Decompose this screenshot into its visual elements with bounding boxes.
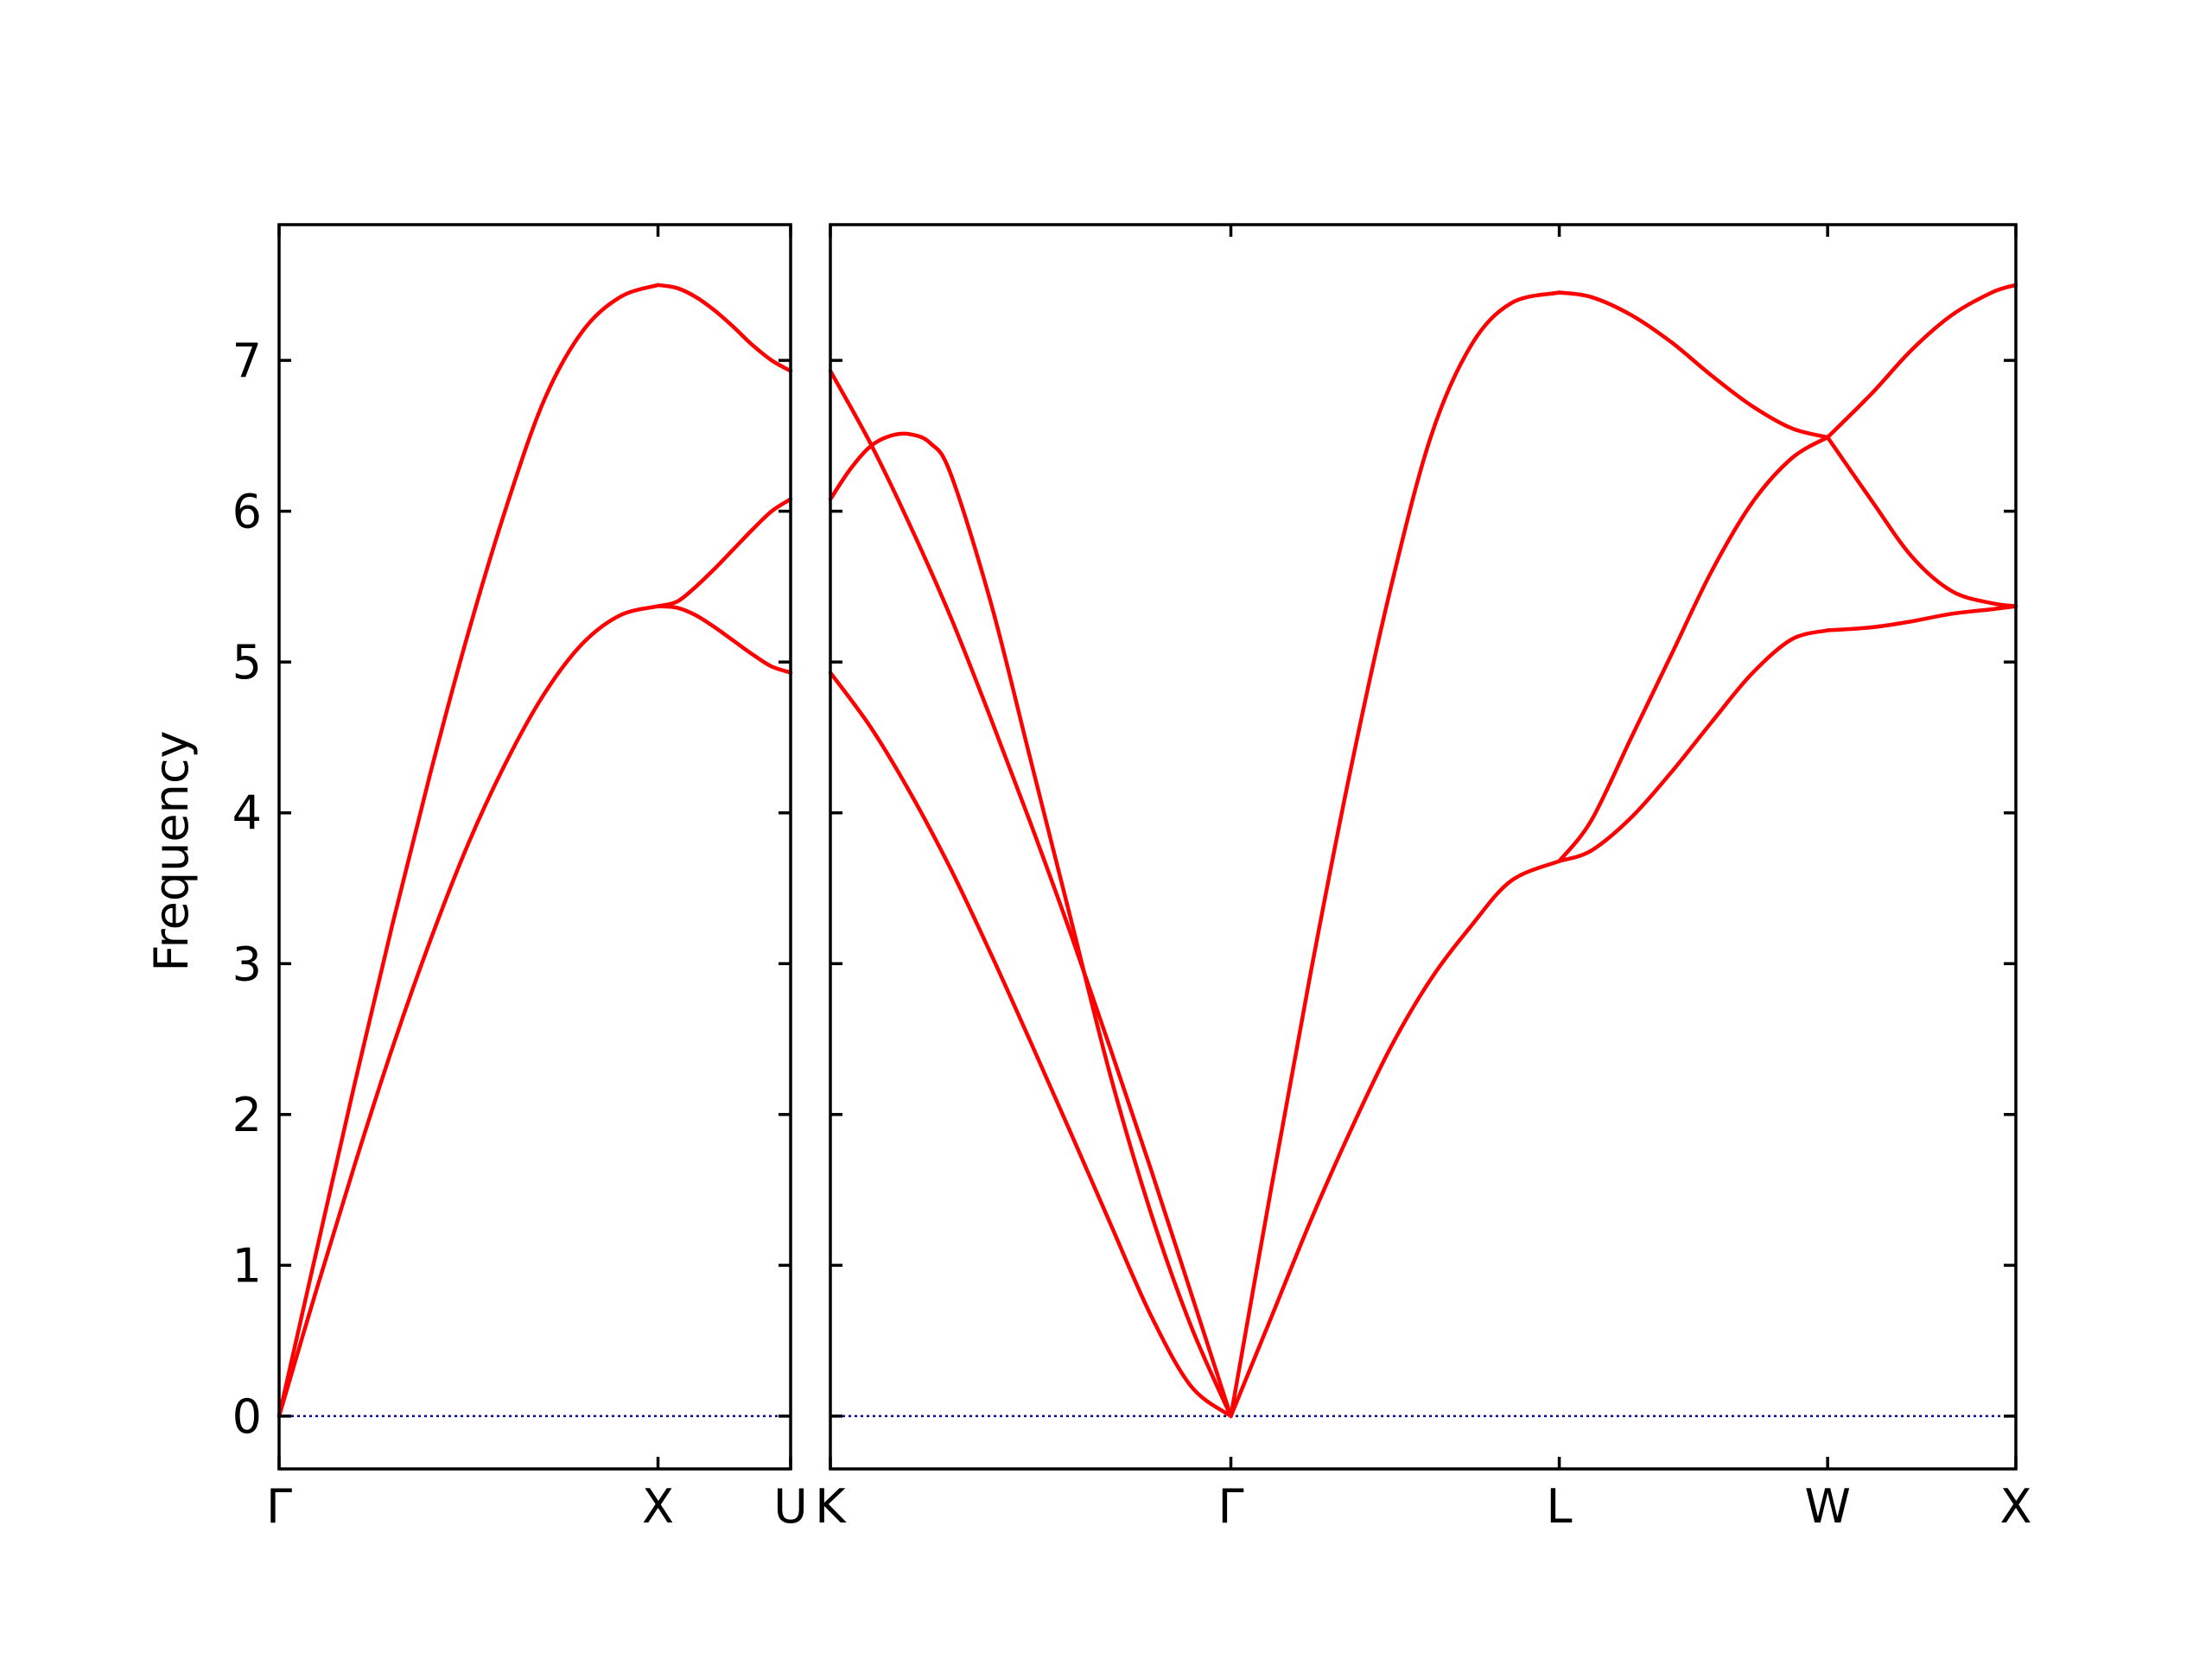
kpoint-label: Γ: [1217, 1479, 1243, 1534]
y-tick-label: 6: [232, 485, 262, 539]
kpoint-label: X: [642, 1479, 674, 1534]
y-tick-label: 4: [232, 786, 262, 841]
y-axis-label: Frequency: [144, 731, 199, 972]
band-line-5: [1229, 859, 1561, 1419]
y-tick-label: 3: [232, 937, 262, 991]
band-line-1: [828, 369, 1233, 1419]
y-tick-label: 1: [232, 1238, 262, 1293]
band-line-10: [1825, 435, 2018, 608]
band-line-4: [656, 497, 793, 608]
plot-area: 0 1 2 3 4 5 6 7 Γ X U K Γ L W X: [232, 223, 2032, 1534]
left-panel: 0 1 2 3 4 5 6 7 Γ X U: [232, 223, 808, 1534]
band-line-1: [276, 283, 660, 1419]
kpoint-label: K: [815, 1479, 847, 1534]
band-line-2: [276, 604, 660, 1419]
band-line-3: [656, 283, 793, 373]
axes-frame: [829, 223, 2018, 1471]
axes-frame: [277, 223, 792, 1471]
band-line-5: [656, 604, 793, 675]
y-tick-label: 2: [232, 1088, 262, 1142]
band-line-2: [828, 431, 1233, 1419]
kpoint-label: X: [2000, 1479, 2032, 1534]
band-line-7: [1557, 435, 1830, 863]
band-line-8: [1557, 628, 1830, 863]
kpoint-label: L: [1547, 1479, 1573, 1534]
band-line-11: [1825, 604, 2018, 632]
kpoint-label: W: [1804, 1479, 1850, 1534]
y-tick-label: 0: [232, 1389, 262, 1444]
kpoint-label: U: [773, 1479, 808, 1534]
band-line-3: [828, 671, 1233, 1419]
band-line-6: [1557, 290, 1830, 440]
y-tick-label: 5: [232, 635, 262, 690]
band-line-4: [1229, 290, 1561, 1419]
y-tick-label: 7: [232, 334, 262, 388]
kpoint-label: Γ: [266, 1479, 292, 1534]
band-line-9: [1825, 283, 2018, 440]
